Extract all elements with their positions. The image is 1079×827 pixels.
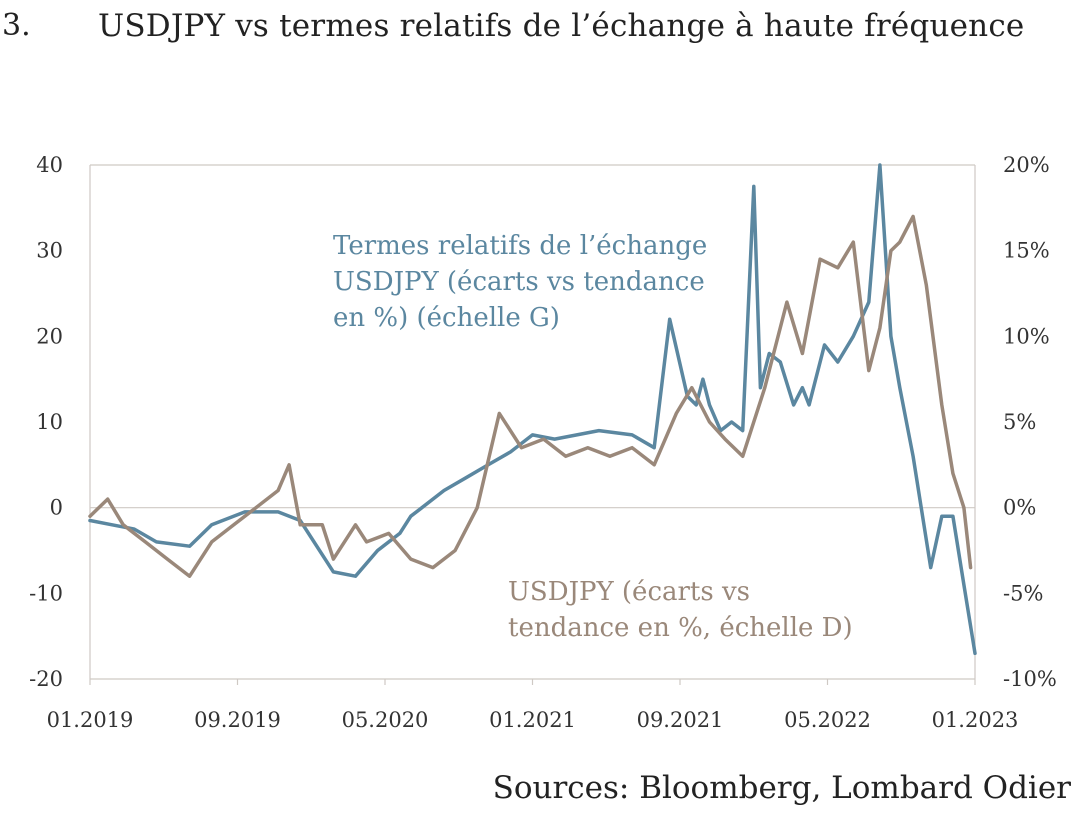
x-tick-label: 09.2021 [637, 708, 724, 732]
annotation-usdjpy: tendance en %, échelle D) [508, 613, 853, 643]
right-tick-label: 20% [1003, 153, 1050, 177]
x-tick-label: 05.2022 [784, 708, 871, 732]
right-tick-label: -10% [1003, 667, 1057, 691]
chart-title: USDJPY vs termes relatifs de l’échange à… [98, 8, 1025, 44]
x-tick-label: 01.2021 [489, 708, 576, 732]
left-tick-label: 20 [36, 324, 63, 348]
right-tick-label: 10% [1003, 324, 1050, 348]
x-tick-label: 05.2020 [342, 708, 429, 732]
left-tick-label: 10 [36, 410, 63, 434]
annotation-usdjpy: USDJPY (écarts vs [508, 577, 750, 607]
annotation-tot: en %) (échelle G) [333, 303, 560, 333]
annotation-tot: USDJPY (écarts vs tendance [333, 267, 705, 297]
right-tick-label: 0% [1003, 496, 1036, 520]
left-tick-label: -20 [29, 667, 63, 691]
figure-header: 3. USDJPY vs termes relatifs de l’échang… [0, 4, 1079, 54]
series-line-usdjpy [88, 214, 973, 578]
right-tick-label: -5% [1003, 581, 1043, 605]
left-tick-label: 30 [36, 239, 63, 263]
source-note: Sources: Bloomberg, Lombard Odier [492, 770, 1071, 806]
x-tick-label: 01.2019 [47, 708, 134, 732]
left-tick-label: -10 [29, 581, 63, 605]
right-tick-label: 15% [1003, 239, 1050, 263]
annotation-tot: Termes relatifs de l’échange [333, 231, 707, 261]
right-tick-label: 5% [1003, 410, 1036, 434]
left-tick-label: 0 [50, 496, 63, 520]
figure-number: 3. [2, 8, 31, 43]
left-tick-label: 40 [36, 153, 63, 177]
x-tick-label: 01.2023 [932, 708, 1019, 732]
x-tick-label: 09.2019 [194, 708, 281, 732]
